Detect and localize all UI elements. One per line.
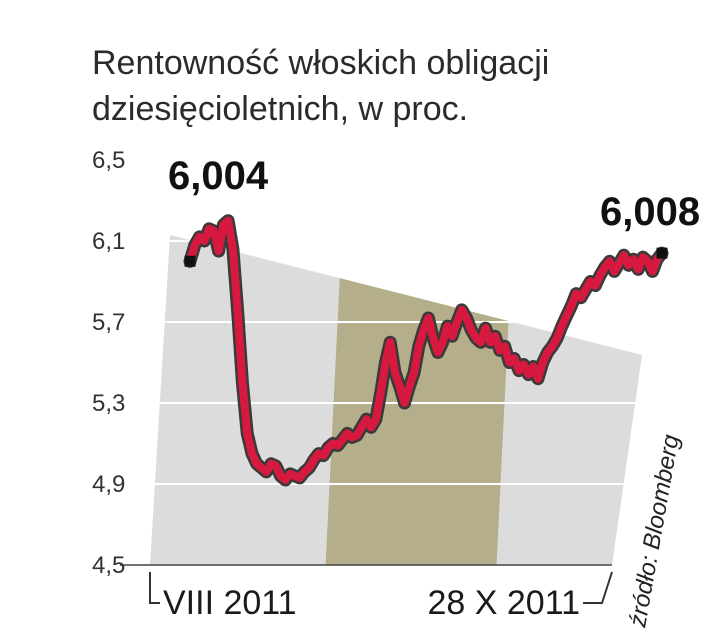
- series-line: [186, 216, 666, 484]
- x-label-start: VIII 2011: [163, 584, 297, 622]
- start-marker: [184, 255, 196, 267]
- chart-title-line-1: Rentowność włoskich obligacji: [92, 44, 549, 82]
- y-tick-label: 4,9: [92, 471, 125, 498]
- x-label-end: 28 X 2011: [427, 584, 580, 622]
- end-marker: [656, 247, 668, 259]
- y-tick-label: 4,5: [92, 552, 125, 579]
- x-range-bracket: [149, 571, 613, 604]
- annotation-end-value: 6,008: [600, 190, 700, 234]
- y-tick-label: 6,5: [92, 147, 125, 174]
- annotation-start-value: 6,004: [168, 154, 269, 198]
- chart-title-line-2: dziesięcioletnich, w proc.: [92, 90, 468, 128]
- y-axis-ticks: 6,5 6,1 5,7 5,3 4,9 4,5: [92, 147, 125, 579]
- source-label: źródło: Bloomberg: [624, 432, 685, 630]
- y-tick-label: 5,3: [92, 390, 125, 417]
- y-tick-label: 5,7: [92, 309, 125, 336]
- y-tick-label: 6,1: [92, 228, 125, 255]
